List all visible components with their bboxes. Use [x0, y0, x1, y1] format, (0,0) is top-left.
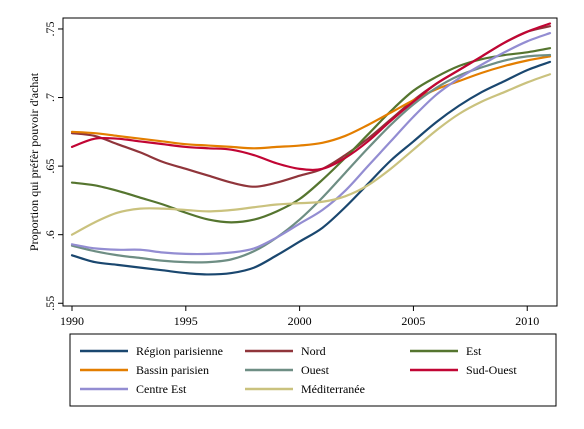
y-tick-label-1: .55 — [43, 296, 57, 311]
plot-area — [62, 17, 558, 307]
y-tick-label-2: .6 — [43, 230, 57, 239]
x-tick-label-1: 1990 — [60, 314, 84, 328]
legend-label-3: Est — [466, 344, 482, 358]
series-line-4 — [70, 55, 552, 150]
legend — [69, 333, 557, 407]
x-tick-label-2: 1995 — [174, 314, 198, 328]
legend-items: Région parisienne Nord Est Bassin parisien O… — [80, 344, 517, 396]
y-tick-label-4: .7 — [43, 93, 57, 102]
y-axis-label: Proportion qui préfèr pouvoir d'achat — [27, 72, 41, 251]
legend-label-7: Centre Est — [136, 382, 187, 396]
legend-label-6: Sud-Ouest — [466, 363, 517, 377]
series-layer — [70, 22, 552, 276]
legend-label-2: Nord — [301, 344, 326, 358]
y-axis: .55 .6 .65 .7 .75 — [43, 21, 63, 311]
y-tick-label-5: .75 — [43, 21, 57, 36]
x-tick-label-4: 2005 — [401, 314, 425, 328]
x-tick-label-5: 2010 — [515, 314, 539, 328]
series-line-6 — [70, 22, 552, 172]
series-line-8 — [70, 73, 552, 236]
x-tick-label-3: 2000 — [288, 314, 312, 328]
legend-label-1: Région parisienne — [136, 344, 223, 358]
series-line-1 — [70, 60, 552, 276]
legend-label-4: Bassin parisien — [136, 363, 209, 377]
legend-label-5: Ouest — [301, 363, 330, 377]
x-axis: 1990 1995 2000 2005 2010 — [60, 306, 539, 328]
series-line-7 — [70, 31, 552, 256]
legend-label-8: Méditerranée — [301, 382, 365, 396]
y-tick-label-3: .65 — [43, 159, 57, 174]
